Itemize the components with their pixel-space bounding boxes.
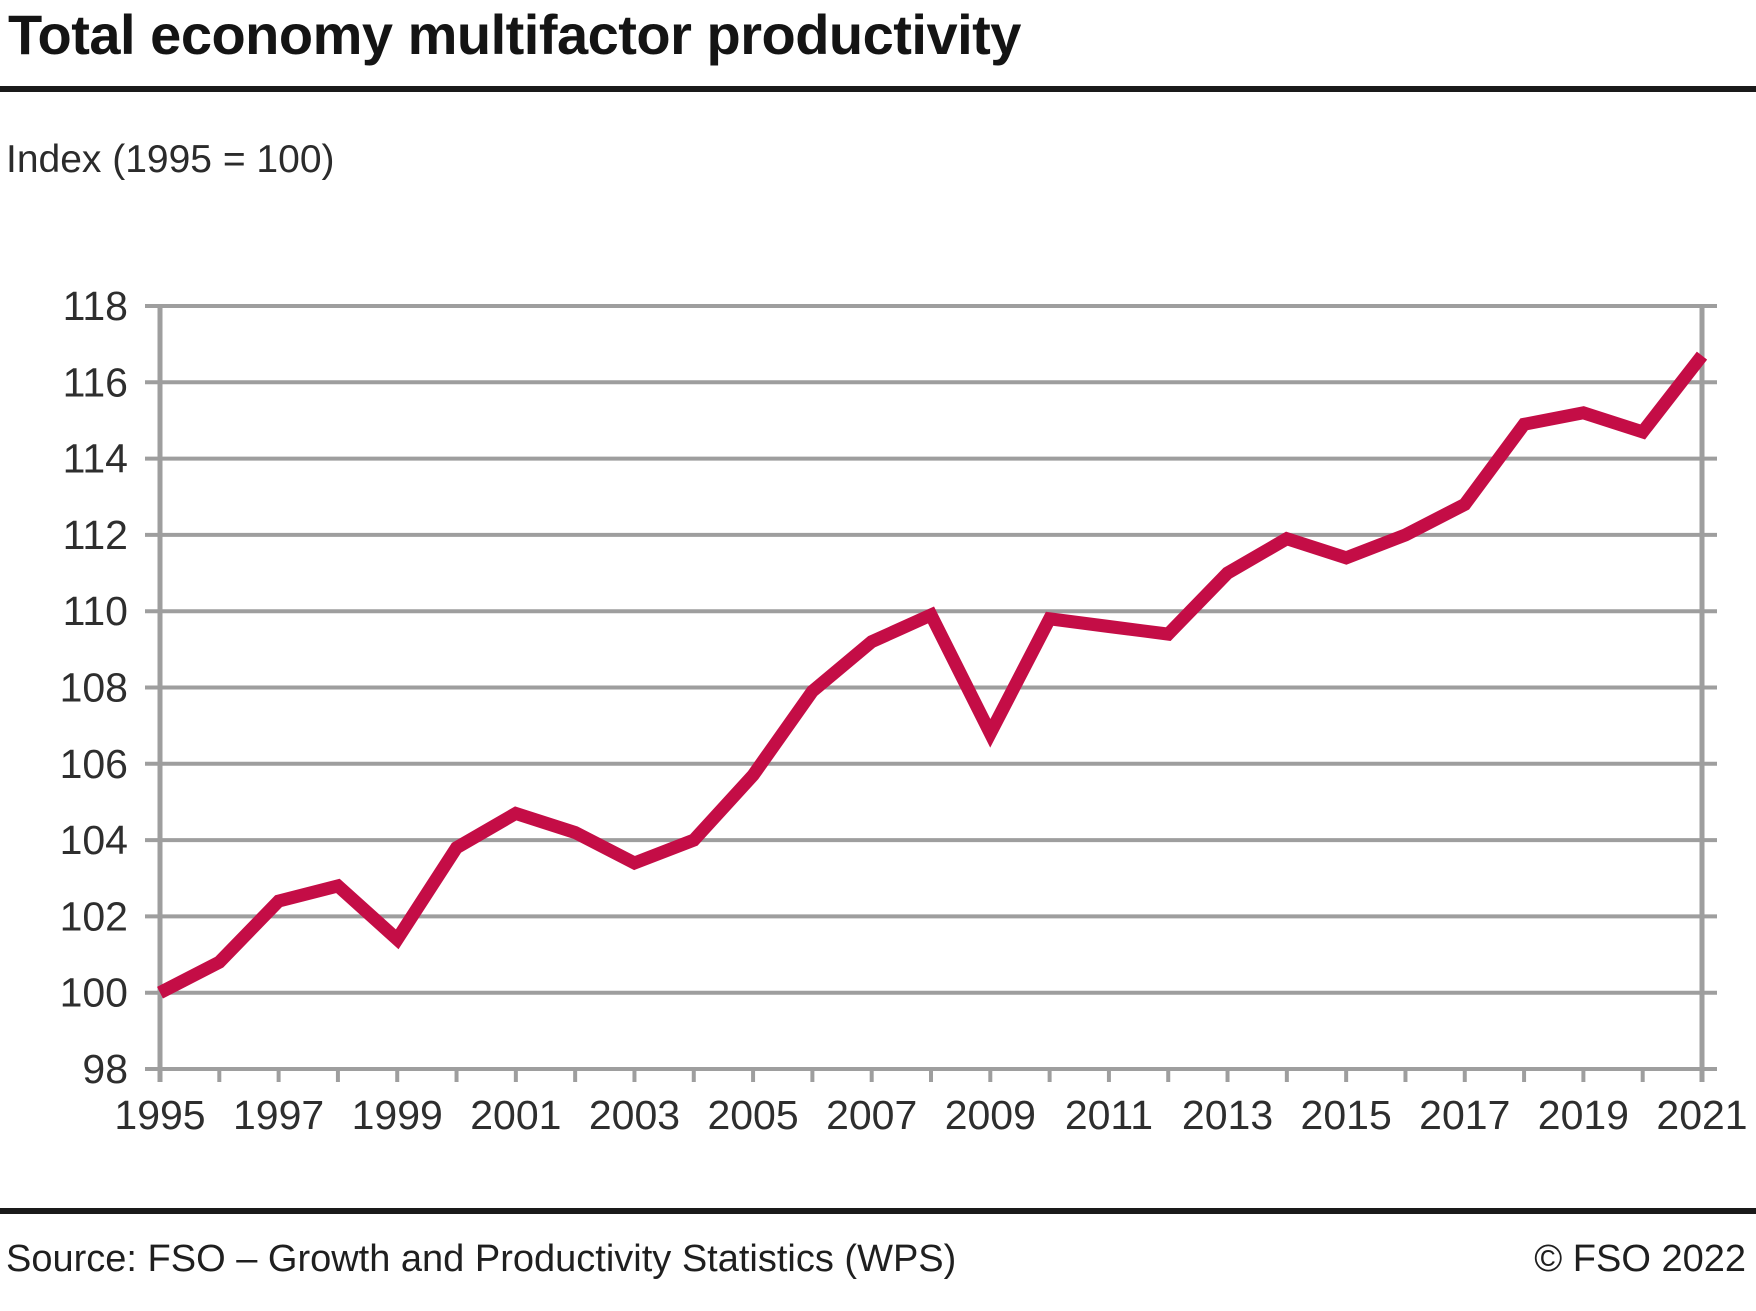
- x-tick-label-2001: 2001: [470, 1092, 561, 1138]
- y-tick-label-106: 106: [60, 741, 128, 787]
- y-tick-label-116: 116: [63, 359, 128, 405]
- x-tick-label-2021: 2021: [1656, 1092, 1747, 1138]
- x-tick-label-2013: 2013: [1182, 1092, 1273, 1138]
- data-line-multifactor-productivity: [157, 351, 1708, 999]
- x-tick-label-2019: 2019: [1538, 1092, 1629, 1138]
- chart-unit-label: Index (1995 = 100): [6, 138, 335, 181]
- x-tick-label-2007: 2007: [826, 1092, 917, 1138]
- y-tick-label-112: 112: [63, 512, 128, 558]
- x-tick-label-2017: 2017: [1419, 1092, 1510, 1138]
- footer: Source: FSO – Growth and Productivity St…: [6, 1238, 1746, 1281]
- y-tick-label-98: 98: [82, 1046, 128, 1092]
- x-tick-label-2015: 2015: [1301, 1092, 1392, 1138]
- y-tick-label-110: 110: [63, 588, 128, 634]
- copyright-note: © FSO 2022: [1534, 1238, 1746, 1280]
- y-tick-label-102: 102: [60, 893, 128, 939]
- title-divider: [0, 86, 1756, 92]
- y-tick-label-104: 104: [60, 817, 128, 863]
- x-tick-label-2005: 2005: [707, 1092, 798, 1138]
- x-tick-label-2003: 2003: [589, 1092, 680, 1138]
- x-tick-label-2009: 2009: [945, 1092, 1036, 1138]
- x-tick-label-2011: 2011: [1065, 1092, 1153, 1138]
- x-tick-label-1997: 1997: [233, 1092, 324, 1138]
- y-tick-label-108: 108: [60, 665, 128, 711]
- y-tick-label-100: 100: [60, 970, 128, 1016]
- source-note: Source: FSO – Growth and Productivity St…: [6, 1238, 957, 1280]
- footer-divider: [0, 1208, 1756, 1214]
- page-title: Total economy multifactor productivity: [8, 3, 1021, 66]
- x-tick-label-1999: 1999: [352, 1092, 443, 1138]
- y-tick-label-114: 114: [63, 436, 128, 482]
- y-tick-label-118: 118: [63, 283, 128, 329]
- productivity-line-chart: 98 100 102 104 106 108 110 112 114 116 118 1995 1997…: [60, 283, 1748, 1138]
- x-tick-label-1995: 1995: [114, 1092, 205, 1138]
